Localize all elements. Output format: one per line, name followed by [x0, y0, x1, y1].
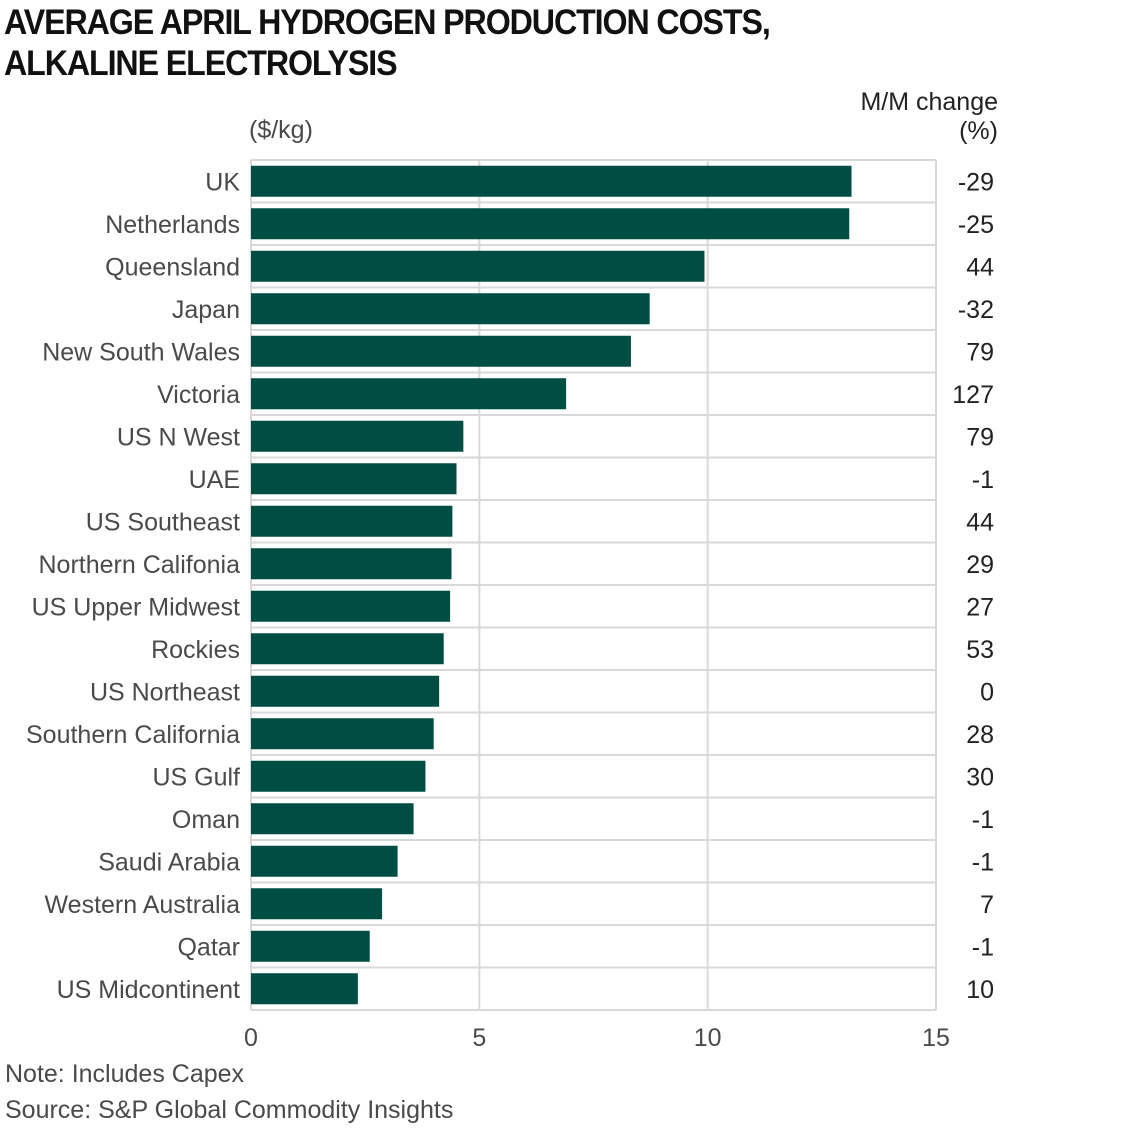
category-label: New South Wales — [42, 338, 240, 366]
category-label: US Midcontinent — [57, 976, 240, 1004]
mm-change-value: 79 — [966, 423, 994, 451]
bar — [251, 548, 452, 580]
category-label: Japan — [172, 296, 240, 324]
category-label: US Southeast — [86, 508, 240, 536]
mm-change-value: 127 — [952, 381, 994, 409]
mm-change-value: 44 — [966, 508, 994, 536]
bar — [251, 335, 631, 367]
category-label: UK — [205, 168, 240, 196]
bar — [251, 675, 440, 707]
category-label: US Northeast — [90, 678, 240, 706]
note-text: Note: Includes Capex — [5, 1060, 245, 1088]
bar — [251, 165, 852, 197]
bar — [251, 803, 414, 835]
bar — [251, 293, 650, 325]
bar — [251, 378, 567, 410]
title-line-1: AVERAGE APRIL HYDROGEN PRODUCTION COSTS, — [4, 3, 771, 42]
bar — [251, 760, 426, 792]
x-axis-ticks: 0 5 10 15 — [244, 1024, 950, 1052]
bar-chart: UK Netherlands Queensland Japan New South Wa… — [26, 159, 994, 1052]
chart-title: AVERAGE APRIL HYDROGEN PRODUCTION COSTS,… — [4, 2, 1034, 84]
bar — [251, 633, 444, 665]
grid-layer — [250, 159, 937, 1011]
category-label: Netherlands — [105, 211, 240, 239]
mm-change-value: -1 — [972, 806, 994, 834]
mm-change-value: 44 — [966, 253, 994, 281]
source-text: Source: S&P Global Commodity Insights — [5, 1096, 454, 1124]
bar — [251, 463, 457, 495]
category-label: US Gulf — [152, 763, 240, 791]
bar — [251, 590, 451, 622]
mm-change-value: -29 — [958, 168, 994, 196]
mm-change-value: -1 — [972, 848, 994, 876]
mm-change-value: 10 — [966, 976, 994, 1004]
category-label: Rockies — [151, 636, 240, 664]
category-label: Western Australia — [45, 891, 241, 919]
x-tick-label: 15 — [922, 1024, 950, 1052]
mm-change-value: 28 — [966, 721, 994, 749]
bar — [251, 888, 383, 920]
bar-layer — [251, 165, 852, 1005]
mm-change-value: -32 — [958, 296, 994, 324]
mm-change-value: 7 — [980, 891, 994, 919]
mm-change-value: 27 — [966, 593, 994, 621]
category-label: Northern Califonia — [39, 551, 241, 579]
bar — [251, 845, 398, 877]
category-label: US Upper Midwest — [32, 593, 240, 621]
category-label: US N West — [117, 423, 240, 451]
x-tick-label: 5 — [472, 1024, 486, 1052]
category-label: UAE — [189, 466, 240, 494]
category-label: Southern California — [26, 721, 240, 749]
category-label: Queensland — [105, 253, 240, 281]
bar — [251, 208, 850, 240]
mm-change-value: 29 — [966, 551, 994, 579]
mm-change-layer: -29 -25 44 -32 79 127 79 -1 44 29 27 53 0 28 30 -1 -1 7 -1… — [952, 168, 994, 1004]
mm-change-value: -1 — [972, 466, 994, 494]
mm-change-value: 79 — [966, 338, 994, 366]
bar — [251, 505, 453, 537]
mm-change-value: 0 — [980, 678, 994, 706]
bar — [251, 420, 464, 452]
category-label-layer: UK Netherlands Queensland Japan New South Wa… — [26, 168, 240, 1004]
category-label: Victoria — [157, 381, 240, 409]
category-label: Saudi Arabia — [98, 848, 240, 876]
category-label: Oman — [172, 806, 240, 834]
x-tick-label: 0 — [244, 1024, 258, 1052]
mm-change-value: 30 — [966, 763, 994, 791]
mm-change-value: 53 — [966, 636, 994, 664]
mm-change-value: -25 — [958, 211, 994, 239]
category-label: Qatar — [177, 933, 240, 961]
mm-change-header-line-1: M/M change — [860, 88, 998, 116]
unit-label: ($/kg) — [249, 116, 313, 144]
bar — [251, 930, 370, 962]
mm-change-header-line-2: (%) — [959, 117, 998, 145]
bar — [251, 973, 358, 1005]
mm-change-header: M/M change (%) — [798, 88, 998, 146]
title-line-2: ALKALINE ELECTROLYSIS — [4, 44, 398, 83]
mm-change-value: -1 — [972, 933, 994, 961]
bar — [251, 718, 434, 750]
x-tick-label: 10 — [694, 1024, 722, 1052]
bar — [251, 250, 705, 282]
